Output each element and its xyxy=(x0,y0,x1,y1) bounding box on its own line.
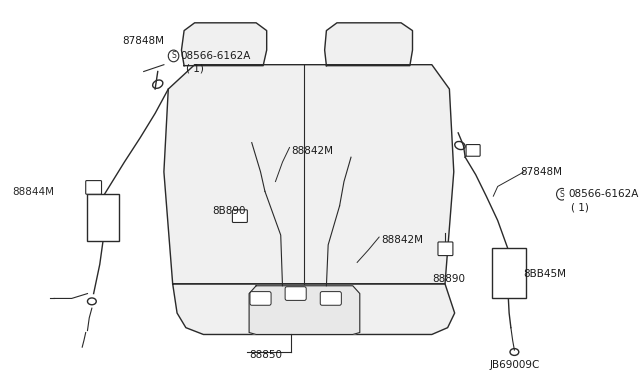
Text: 88850: 88850 xyxy=(249,350,282,360)
FancyBboxPatch shape xyxy=(250,292,271,305)
Text: 88844M: 88844M xyxy=(12,187,54,198)
Polygon shape xyxy=(324,23,413,66)
FancyBboxPatch shape xyxy=(438,242,453,256)
Text: S: S xyxy=(559,190,564,199)
Text: 8B890: 8B890 xyxy=(212,206,246,216)
Text: B8844M: B8844M xyxy=(12,187,54,198)
Text: JB69009C: JB69009C xyxy=(490,360,540,370)
Text: S: S xyxy=(171,51,176,60)
Polygon shape xyxy=(182,23,267,66)
Polygon shape xyxy=(173,284,454,334)
Text: 87848M: 87848M xyxy=(123,36,164,46)
FancyBboxPatch shape xyxy=(285,287,306,300)
FancyBboxPatch shape xyxy=(232,210,247,222)
Text: ( 1): ( 1) xyxy=(186,64,204,74)
FancyBboxPatch shape xyxy=(492,248,526,298)
Text: 8BB45M: 8BB45M xyxy=(523,269,566,279)
Text: 88842M: 88842M xyxy=(291,145,333,155)
FancyBboxPatch shape xyxy=(466,145,480,156)
Polygon shape xyxy=(249,286,360,334)
Text: 87848M: 87848M xyxy=(520,167,562,177)
Text: 88842M: 88842M xyxy=(381,235,423,245)
Text: 08566-6162A: 08566-6162A xyxy=(569,189,639,199)
Text: ( 1): ( 1) xyxy=(571,202,589,212)
FancyBboxPatch shape xyxy=(88,194,119,241)
Text: 88890: 88890 xyxy=(432,274,465,284)
FancyBboxPatch shape xyxy=(86,180,102,194)
Text: 08566-6162A: 08566-6162A xyxy=(180,51,251,61)
FancyBboxPatch shape xyxy=(320,292,341,305)
Polygon shape xyxy=(164,65,454,284)
